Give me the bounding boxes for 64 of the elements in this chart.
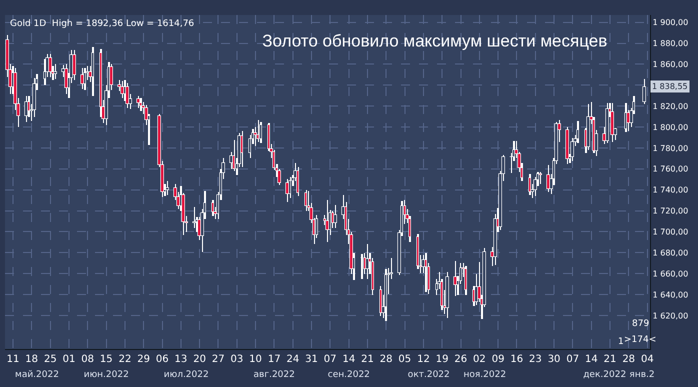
y-tick-label: 1 780,00 <box>652 144 688 153</box>
x-tick-label: 05 <box>398 354 412 365</box>
y-tick-label: 1 900,00 <box>652 18 688 28</box>
x-tick-label: 07 <box>324 354 337 365</box>
x-tick-label: 17 <box>268 354 281 365</box>
x-tick-label: 18 <box>25 354 38 365</box>
x2-tick-label: авг.2022 <box>254 370 295 380</box>
x-tick-label: 14 <box>342 354 356 365</box>
y-tick-label: 1 760,00 <box>652 164 688 174</box>
y-tick-label: 1 680,00 <box>652 248 688 258</box>
x-tick-label: 10 <box>249 354 262 365</box>
annotation: 1 838,55 <box>652 82 688 91</box>
y-tick-label: 1 740,00 <box>652 186 688 195</box>
x-tick-label: 31 <box>305 354 318 365</box>
y-tick-label: 1 660,00 <box>652 269 688 278</box>
x2-tick-label: май.2022 <box>15 370 59 380</box>
x-tick-label: 11 <box>6 354 20 365</box>
x-tick-label: 03 <box>230 354 244 365</box>
x2-tick-label: июн.2022 <box>84 370 129 380</box>
x-tick-label: 20 <box>193 354 206 365</box>
x-tick-label: 01 <box>62 354 76 365</box>
x-tick-label: 09 <box>492 354 504 365</box>
x-tick-label: 19 <box>436 354 448 365</box>
x-tick-label: 21 <box>361 354 374 365</box>
y-tick-label: 1 720,00 <box>652 206 688 216</box>
x2-tick-label: дек.2022 <box>583 370 626 380</box>
x2-tick-label: янв.2 <box>629 370 655 380</box>
x-tick-label: 28 <box>622 354 636 365</box>
x-tick-label: 29 <box>137 354 150 365</box>
text: Gold 1D High = 1892,36 Low = 1614,76 <box>10 19 194 29</box>
x-tick-label: 22 <box>118 354 132 365</box>
x-tick-label: 06 <box>156 354 169 365</box>
x2-tick-label: ноя.2022 <box>463 370 506 380</box>
y-tick-label: 1 880,00 <box>652 39 688 48</box>
x-tick-label: 21 <box>604 354 616 365</box>
y-tick-label: 1 860,00 <box>652 60 688 70</box>
x2-tick-label: окт.2022 <box>408 370 450 380</box>
x-tick-label: 12 <box>417 354 430 365</box>
y-tick-label: 1 820,00 <box>652 102 688 111</box>
x-tick-label: 30 <box>548 354 560 365</box>
annotation: 879 <box>632 319 650 329</box>
x-tick-label: 25 <box>44 354 57 365</box>
text: Золото обновило максимум шести месяцев <box>262 32 608 51</box>
x-tick-label: 07 <box>566 354 580 365</box>
annotation: >174< <box>624 335 656 345</box>
x-tick-label: 26 <box>454 354 468 365</box>
x-tick-label: 28 <box>380 354 393 365</box>
y-tick-label: 1 800,00 <box>652 122 688 132</box>
x-tick-label: 04 <box>640 354 654 365</box>
x-tick-label: 08 <box>81 354 94 365</box>
x-tick-label: 15 <box>100 354 113 365</box>
x-tick-label: 23 <box>529 354 542 365</box>
x2-tick-label: сен.2022 <box>328 370 370 380</box>
y-tick-label: 1 640,00 <box>652 290 688 300</box>
annotation: 1 <box>618 337 624 347</box>
y-tick-label: 1 620,00 <box>652 311 688 320</box>
x-tick-label: 16 <box>510 354 524 365</box>
x-tick-label: 14 <box>584 354 598 365</box>
x-tick-label: 27 <box>212 354 225 365</box>
x2-tick-label: июл.2022 <box>164 370 209 380</box>
y-tick-label: 1 700,00 <box>652 228 688 237</box>
x-tick-label: 24 <box>286 354 300 365</box>
x-tick-label: 13 <box>174 354 188 365</box>
x-tick-label: 02 <box>473 354 486 365</box>
